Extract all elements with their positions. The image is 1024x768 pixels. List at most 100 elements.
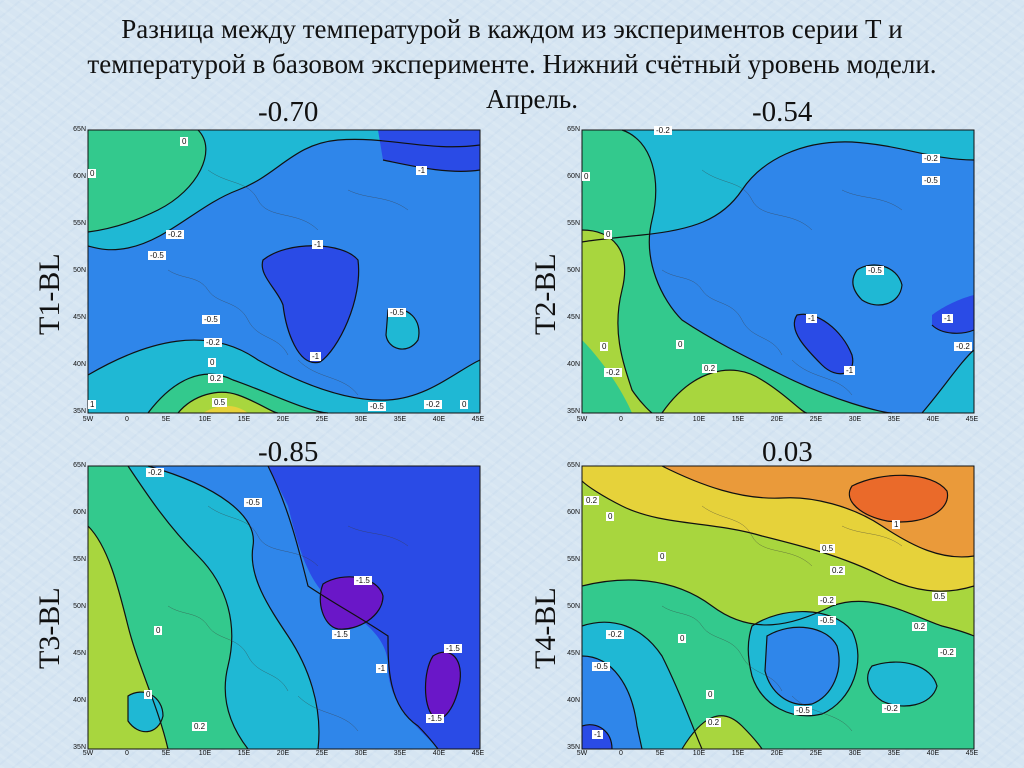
- contour-label: -0.5: [592, 662, 610, 671]
- y-tick: 35N: [73, 408, 86, 415]
- contour-label: -0.5: [202, 315, 220, 324]
- y-tick: 45N: [73, 650, 86, 657]
- title-line-1: Разница между температурой в каждом из э…: [121, 14, 903, 44]
- contour-label: -1.5: [444, 644, 462, 653]
- map-t3-svg: [87, 465, 481, 750]
- contour-label: -0.2: [424, 400, 442, 409]
- map-frame: [87, 129, 481, 414]
- map-panel-t4: 65N 60N 55N 50N 45N 40N 35N 5W 0 5E 10E …: [556, 458, 982, 768]
- contour-label: -0.5: [866, 266, 884, 275]
- contour-label: -0.2: [604, 368, 622, 377]
- y-tick: 50N: [567, 267, 580, 274]
- y-tick: 35N: [73, 744, 86, 751]
- contour-label: -1: [592, 730, 604, 739]
- contour-label: 0: [678, 634, 687, 643]
- field-m0_2-east: [867, 662, 937, 706]
- contour-label: 0: [144, 690, 153, 699]
- x-tick: 15E: [237, 416, 251, 423]
- field-m1_5-east: [425, 652, 461, 719]
- contour-label: 0.5: [212, 398, 228, 407]
- contour-label: 0.2: [706, 718, 722, 727]
- y-tick: 40N: [73, 697, 86, 704]
- field-zero: [582, 130, 892, 413]
- contour-label: 0: [208, 358, 217, 367]
- contour-label: -0.2: [204, 338, 222, 347]
- y-tick: 55N: [567, 220, 580, 227]
- x-tick: 30E: [848, 416, 862, 423]
- contour-label: -0.5: [818, 616, 836, 625]
- contour-label: -0.5: [368, 402, 386, 411]
- panel-2-value: -0.54: [752, 96, 813, 128]
- x-tick: 20E: [276, 750, 290, 757]
- contour-label: 1: [88, 400, 97, 409]
- x-tick: 15E: [237, 750, 251, 757]
- field-m1-north: [378, 130, 480, 172]
- x-tick: 45E: [965, 416, 979, 423]
- field-m0_5-east: [852, 265, 902, 305]
- y-tick: 60N: [73, 509, 86, 516]
- contour-label: 0.5: [820, 544, 836, 553]
- x-tick: 5W: [576, 416, 588, 423]
- x-tick: 25E: [315, 416, 329, 423]
- field-m1-center: [262, 245, 359, 363]
- contour-label: 0.2: [208, 374, 224, 383]
- contour-label: -1: [806, 314, 818, 323]
- y-tick: 50N: [73, 267, 86, 274]
- contour-label: 0: [154, 626, 163, 635]
- panel-3-value: -0.85: [258, 436, 319, 468]
- y-tick: 55N: [73, 220, 86, 227]
- contour-label: -1: [942, 314, 954, 323]
- x-tick: 5E: [655, 416, 665, 423]
- contour-label: 0: [676, 340, 685, 349]
- x-tick: 25E: [809, 416, 823, 423]
- map-panel-t1: 65N 60N 55N 50N 45N 40N 35N 5W 0 5E 10E …: [62, 122, 488, 432]
- contour-label: -0.5: [388, 308, 406, 317]
- map-frame: [581, 465, 975, 750]
- contour-label: -0.2: [882, 704, 900, 713]
- y-tick: 60N: [567, 173, 580, 180]
- contour-label: 0.2: [702, 364, 718, 373]
- x-tick: 5W: [576, 750, 588, 757]
- x-tick: 35E: [393, 750, 407, 757]
- contour-label: 0.2: [912, 622, 928, 631]
- contour-label: -0.2: [146, 468, 164, 477]
- x-tick: 40E: [432, 750, 446, 757]
- x-tick: 0: [125, 416, 129, 423]
- contour-label: -0.5: [922, 176, 940, 185]
- contour-label: 0: [606, 512, 615, 521]
- map-frame: [87, 465, 481, 750]
- x-tick: 0: [619, 750, 623, 757]
- contour-label: -1: [844, 366, 856, 375]
- panel-4-value: 0.03: [762, 436, 813, 468]
- contour-label: -0.2: [954, 342, 972, 351]
- contour-label: -0.2: [166, 230, 184, 239]
- field-zero: [88, 130, 206, 232]
- x-tick: 20E: [276, 416, 290, 423]
- contour-label: -0.5: [244, 498, 262, 507]
- x-tick: 30E: [354, 750, 368, 757]
- x-tick: 30E: [848, 750, 862, 757]
- field-m0_5-center: [765, 627, 840, 705]
- field-m1_5-center: [320, 576, 383, 630]
- y-tick: 40N: [567, 697, 580, 704]
- x-tick: 40E: [432, 416, 446, 423]
- contour-label: -0.2: [654, 126, 672, 135]
- x-tick: 5E: [161, 416, 171, 423]
- x-tick: 10E: [198, 416, 212, 423]
- x-tick: 20E: [770, 416, 784, 423]
- x-tick: 30E: [354, 416, 368, 423]
- x-tick: 45E: [471, 416, 485, 423]
- slide-title: Разница между температурой в каждом из э…: [0, 12, 1024, 117]
- map-panel-t3: 65N 60N 55N 50N 45N 40N 35N 5W 0 5E 10E …: [62, 458, 488, 768]
- contour-label: 0: [88, 169, 97, 178]
- x-tick: 15E: [731, 750, 745, 757]
- contour-label: 0.5: [932, 592, 948, 601]
- x-tick: 45E: [471, 750, 485, 757]
- x-tick: 10E: [692, 416, 706, 423]
- y-tick: 55N: [73, 556, 86, 563]
- y-tick: 65N: [73, 126, 86, 133]
- x-tick: 10E: [692, 750, 706, 757]
- y-tick: 50N: [73, 603, 86, 610]
- y-tick: 55N: [567, 556, 580, 563]
- x-tick: 35E: [393, 416, 407, 423]
